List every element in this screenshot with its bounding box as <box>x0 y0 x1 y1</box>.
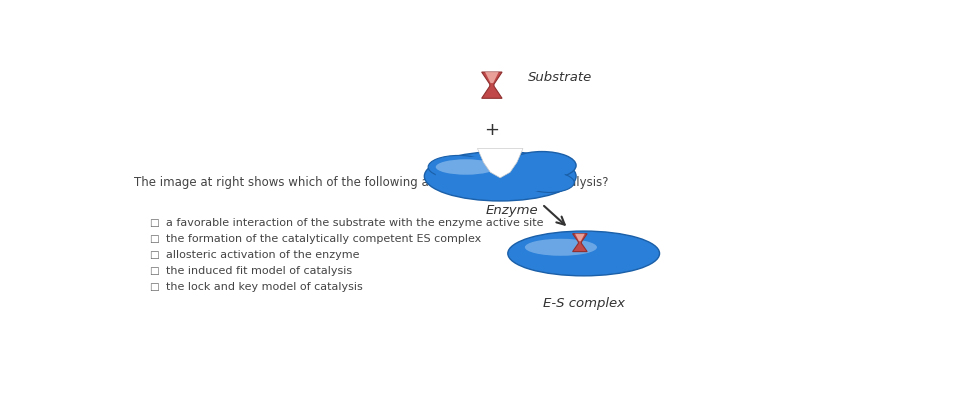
Ellipse shape <box>508 152 575 179</box>
Polygon shape <box>572 234 587 251</box>
Text: □: □ <box>149 218 158 228</box>
Polygon shape <box>574 234 584 241</box>
Ellipse shape <box>508 231 659 276</box>
Text: □: □ <box>149 282 158 292</box>
Text: +: + <box>484 121 499 139</box>
Ellipse shape <box>427 156 488 178</box>
Ellipse shape <box>524 239 597 256</box>
Text: allosteric activation of the enzyme: allosteric activation of the enzyme <box>165 250 359 260</box>
Text: Substrate: Substrate <box>528 71 592 84</box>
Text: The image at right shows which of the following aspects of enzymatic catalysis?: The image at right shows which of the fo… <box>134 176 607 189</box>
Text: □: □ <box>149 234 158 244</box>
Polygon shape <box>481 72 502 98</box>
Polygon shape <box>477 148 522 178</box>
Text: E-S complex: E-S complex <box>542 297 624 310</box>
Ellipse shape <box>524 172 574 192</box>
Text: □: □ <box>149 250 158 260</box>
Text: Enzyme: Enzyme <box>485 204 537 217</box>
Ellipse shape <box>435 159 496 175</box>
Text: □: □ <box>149 266 158 276</box>
Text: a favorable interaction of the substrate with the enzyme active site: a favorable interaction of the substrate… <box>165 218 543 228</box>
Text: the formation of the catalytically competent ES complex: the formation of the catalytically compe… <box>165 234 480 244</box>
Text: the lock and key model of catalysis: the lock and key model of catalysis <box>165 282 362 292</box>
Ellipse shape <box>435 155 564 195</box>
Ellipse shape <box>423 152 575 201</box>
Polygon shape <box>484 72 498 83</box>
Text: the induced fit model of catalysis: the induced fit model of catalysis <box>165 266 351 276</box>
